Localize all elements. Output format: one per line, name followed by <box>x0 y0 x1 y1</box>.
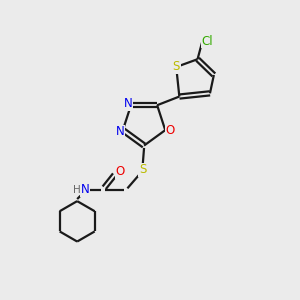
Text: H: H <box>73 184 81 194</box>
Text: Cl: Cl <box>202 35 213 48</box>
Text: N: N <box>81 183 90 196</box>
Text: S: S <box>172 61 180 74</box>
Text: O: O <box>166 124 175 136</box>
Text: O: O <box>116 165 124 178</box>
Text: N: N <box>124 97 132 110</box>
Text: N: N <box>116 125 124 138</box>
Text: S: S <box>139 164 146 176</box>
